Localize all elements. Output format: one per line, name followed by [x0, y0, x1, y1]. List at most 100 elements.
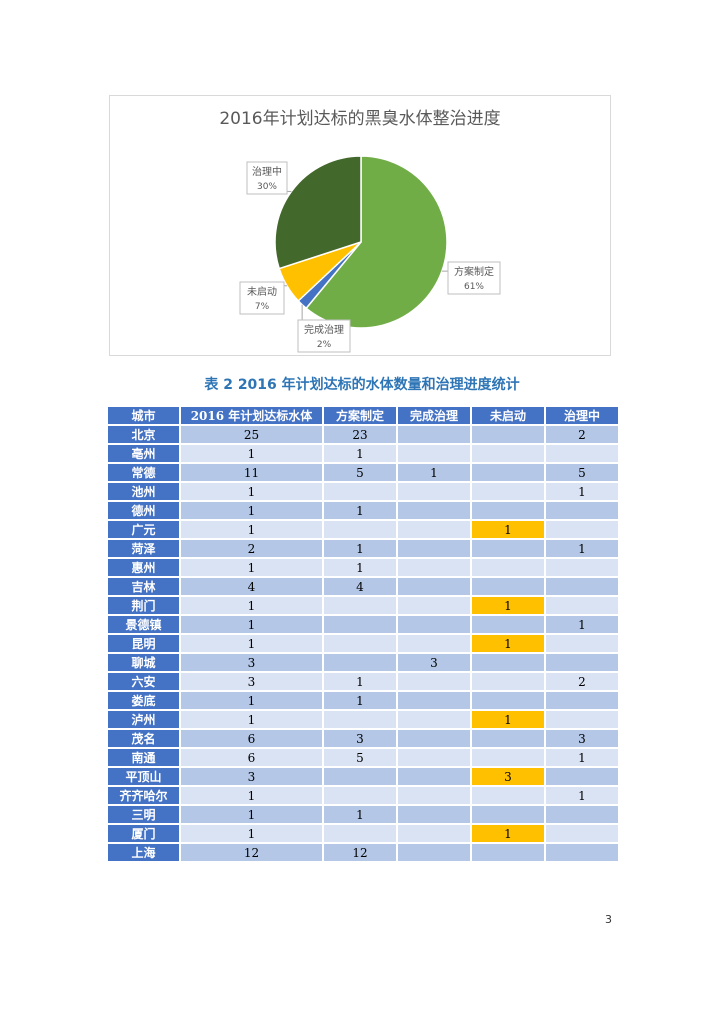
value-cell: 6: [181, 749, 322, 766]
value-cell: [546, 768, 618, 785]
table-row: 常德 11 5 1 5: [108, 464, 618, 481]
value-cell: [472, 502, 544, 519]
city-cell: 常德: [108, 464, 179, 481]
value-cell: 1: [181, 483, 322, 500]
value-cell: [398, 559, 470, 576]
table-caption: 表 2 2016 年计划达标的水体数量和治理进度统计: [204, 377, 520, 393]
value-cell: [324, 521, 396, 538]
city-cell: 平顶山: [108, 768, 179, 785]
value-cell: [472, 749, 544, 766]
value-cell: 3: [181, 673, 322, 690]
city-cell: 荆门: [108, 597, 179, 614]
chart-title: 2016年计划达标的黑臭水体整治进度: [219, 109, 501, 129]
value-cell: [546, 578, 618, 595]
value-cell: [546, 597, 618, 614]
value-cell: [324, 711, 396, 728]
value-cell: [472, 464, 544, 481]
value-cell: 1: [181, 445, 322, 462]
column-header: 完成治理: [398, 407, 470, 424]
table-row: 吉林 4 4: [108, 578, 618, 595]
value-cell: [398, 673, 470, 690]
table-row: 广元 1 1: [108, 521, 618, 538]
value-cell: [546, 825, 618, 842]
value-cell: [398, 768, 470, 785]
slice-name-label: 未启动: [247, 285, 277, 298]
value-cell: [546, 654, 618, 671]
table-row: 齐齐哈尔 1 1: [108, 787, 618, 804]
value-cell: 5: [324, 464, 396, 481]
callout-box: [297, 319, 351, 353]
value-cell: 1: [181, 616, 322, 633]
value-cell: 1: [181, 559, 322, 576]
value-cell: 1: [472, 635, 544, 652]
value-cell: [398, 844, 470, 861]
city-cell: 德州: [108, 502, 179, 519]
value-cell: [472, 673, 544, 690]
value-cell: 3: [546, 730, 618, 747]
callout-box: [246, 161, 288, 195]
city-cell: 亳州: [108, 445, 179, 462]
value-cell: 1: [398, 464, 470, 481]
value-cell: [472, 844, 544, 861]
value-cell: 3: [472, 768, 544, 785]
table-row: 北京 25 23 2: [108, 426, 618, 443]
value-cell: 3: [324, 730, 396, 747]
value-cell: [398, 540, 470, 557]
table-row: 三明 1 1: [108, 806, 618, 823]
value-cell: 1: [472, 711, 544, 728]
value-cell: [398, 730, 470, 747]
value-cell: 1: [546, 616, 618, 633]
value-cell: [398, 825, 470, 842]
value-cell: [472, 616, 544, 633]
city-cell: 吉林: [108, 578, 179, 595]
slice-percent-label: 61%: [464, 282, 484, 292]
table-row: 厦门 1 1: [108, 825, 618, 842]
value-cell: [472, 483, 544, 500]
value-cell: [472, 730, 544, 747]
value-cell: 1: [324, 692, 396, 709]
callout-box: [239, 281, 285, 315]
value-cell: 1: [181, 825, 322, 842]
value-cell: [472, 426, 544, 443]
value-cell: 1: [546, 540, 618, 557]
city-cell: 北京: [108, 426, 179, 443]
value-cell: 1: [324, 445, 396, 462]
value-cell: [546, 692, 618, 709]
value-cell: [398, 749, 470, 766]
value-cell: 1: [181, 806, 322, 823]
value-cell: 1: [324, 502, 396, 519]
value-cell: [398, 806, 470, 823]
table-row: 惠州 1 1: [108, 559, 618, 576]
value-cell: [472, 578, 544, 595]
value-cell: 5: [546, 464, 618, 481]
city-cell: 池州: [108, 483, 179, 500]
table-row: 泸州 1 1: [108, 711, 618, 728]
city-cell: 景德镇: [108, 616, 179, 633]
table-row: 上海 12 12: [108, 844, 618, 861]
value-cell: 3: [398, 654, 470, 671]
value-cell: 1: [472, 825, 544, 842]
value-cell: 1: [324, 806, 396, 823]
slice-name-label: 治理中: [252, 165, 282, 178]
city-cell: 厦门: [108, 825, 179, 842]
value-cell: 1: [546, 787, 618, 804]
value-cell: 1: [181, 787, 322, 804]
slice-percent-label: 30%: [257, 182, 277, 192]
slice-percent-label: 7%: [255, 302, 270, 312]
city-cell: 南通: [108, 749, 179, 766]
value-cell: [546, 844, 618, 861]
value-cell: [324, 654, 396, 671]
value-cell: [324, 597, 396, 614]
value-cell: 23: [324, 426, 396, 443]
pie-slice: [274, 155, 362, 270]
city-cell: 菏泽: [108, 540, 179, 557]
city-cell: 泸州: [108, 711, 179, 728]
value-cell: 2: [181, 540, 322, 557]
value-cell: [472, 559, 544, 576]
column-header: 2016 年计划达标水体: [181, 407, 322, 424]
pie-chart: 2016年计划达标的黑臭水体整治进度 方案制定 61% 完成治理 2% 未启动 7% 治理中…: [109, 95, 611, 356]
value-cell: 1: [181, 692, 322, 709]
value-cell: 1: [181, 635, 322, 652]
value-cell: [472, 654, 544, 671]
value-cell: 12: [324, 844, 396, 861]
